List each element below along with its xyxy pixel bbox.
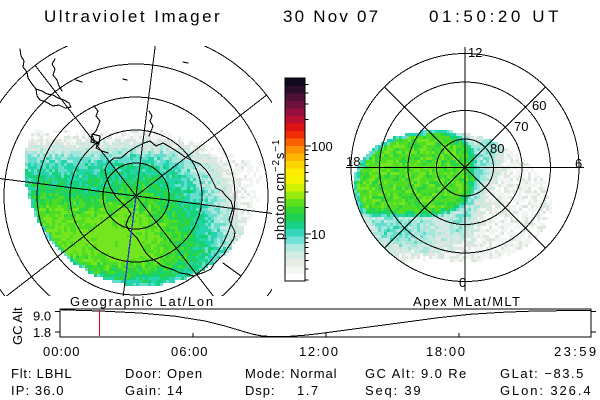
svg-text:Gain: 14: Gain: 14 <box>125 383 184 398</box>
svg-text:30 Nov 07: 30 Nov 07 <box>283 7 380 26</box>
svg-text:12: 12 <box>468 45 482 60</box>
svg-text:Dsp:: Dsp: <box>245 383 275 398</box>
svg-text:18: 18 <box>346 154 360 169</box>
svg-text:GLon: 326.4: GLon: 326.4 <box>500 383 592 398</box>
svg-text:photon cm−2s−1: photon cm−2s−1 <box>271 139 287 240</box>
svg-text:IP: 36.0: IP: 36.0 <box>11 383 65 398</box>
svg-text:0: 0 <box>459 275 466 290</box>
svg-text:Geographic Lat/Lon: Geographic Lat/Lon <box>70 294 215 309</box>
svg-text:01:50:20 UT: 01:50:20 UT <box>429 7 562 26</box>
svg-text:Door: Open: Door: Open <box>125 366 203 381</box>
svg-text:1.8: 1.8 <box>33 325 51 340</box>
svg-text:GLat: −83.5: GLat: −83.5 <box>500 366 585 381</box>
svg-text:Ultraviolet Imager: Ultraviolet Imager <box>44 7 222 26</box>
svg-text:9.0: 9.0 <box>33 309 51 324</box>
svg-text:23:59: 23:59 <box>554 344 599 359</box>
svg-text:10: 10 <box>311 227 325 242</box>
svg-text:Mode: Normal: Mode: Normal <box>245 366 337 381</box>
svg-text:18:00: 18:00 <box>426 344 467 359</box>
svg-text:1.7: 1.7 <box>297 383 320 398</box>
svg-text:06:00: 06:00 <box>171 344 209 359</box>
svg-text:GC Alt: GC Alt <box>10 307 25 345</box>
svg-text:Apex MLat/MLT: Apex MLat/MLT <box>413 294 521 309</box>
svg-text:60: 60 <box>532 98 546 113</box>
svg-text:GC Alt: 9.0 Re: GC Alt: 9.0 Re <box>365 366 468 381</box>
svg-text:12:00: 12:00 <box>299 344 340 359</box>
svg-text:80: 80 <box>490 141 504 156</box>
svg-text:6: 6 <box>575 156 582 171</box>
svg-text:100: 100 <box>311 139 333 154</box>
svg-text:00:00: 00:00 <box>43 344 81 359</box>
svg-text:70: 70 <box>514 119 528 134</box>
svg-text:Seq: 39: Seq: 39 <box>365 383 422 398</box>
svg-text:Flt: LBHL: Flt: LBHL <box>11 366 72 381</box>
